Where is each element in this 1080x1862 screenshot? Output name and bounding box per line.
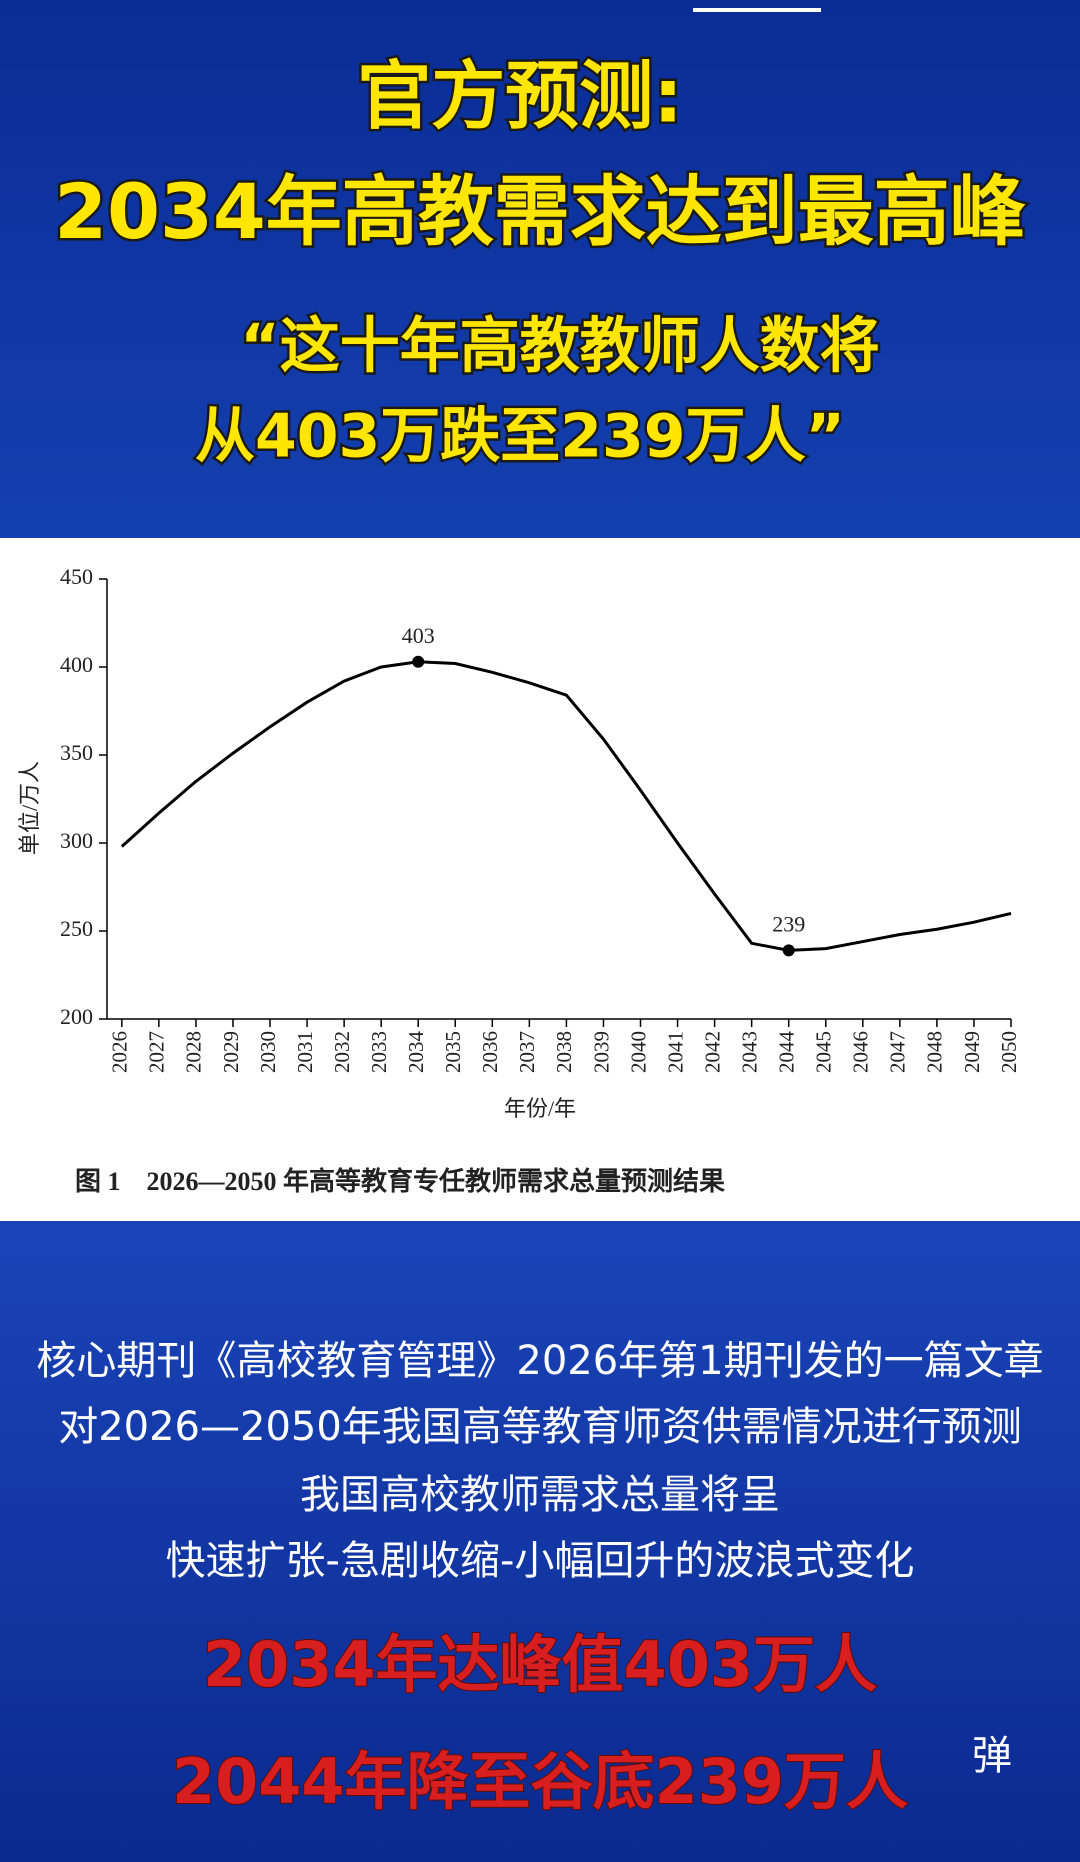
x-tick-label: 2041 [663, 1031, 687, 1073]
x-tick-label: 2033 [367, 1031, 391, 1073]
x-tick-label: 2044 [775, 1031, 799, 1074]
chart-panel [0, 538, 1080, 1221]
x-tick-label: 2037 [515, 1031, 539, 1073]
x-tick-label: 2034 [404, 1031, 428, 1074]
x-tick-label: 2026 [108, 1031, 132, 1073]
body-line: 对2026—2050年我国高等教育师资供需情况进行预测 [58, 1404, 1022, 1450]
x-tick-label: 2043 [737, 1031, 761, 1073]
bottom-banner [0, 1221, 1080, 1862]
headline: 2034年高教需求达到最高峰 [54, 167, 1026, 256]
y-tick-label: 350 [60, 740, 93, 765]
body-line: 快速扩张-急剧收缩-小幅回升的波浪式变化 [166, 1538, 915, 1584]
x-tick-label: 2049 [960, 1031, 984, 1073]
x-tick-label: 2038 [552, 1031, 576, 1073]
x-tick-label: 2047 [886, 1031, 910, 1073]
headline: 官方预测: [357, 54, 683, 140]
x-tick-label: 2028 [182, 1031, 206, 1073]
x-tick-label: 2031 [293, 1031, 317, 1073]
danmaku-button[interactable]: 弹 [972, 1733, 1012, 1779]
x-tick-label: 2048 [923, 1031, 947, 1073]
x-tick-label: 2029 [219, 1031, 243, 1073]
point-marker [782, 944, 795, 957]
x-axis-label: 年份/年 [504, 1096, 576, 1121]
x-tick-label: 2050 [997, 1031, 1021, 1073]
y-tick-label: 450 [60, 564, 93, 589]
body-line: 核心期刊《高校教育管理》2026年第1期刊发的一篇文章 [36, 1338, 1043, 1384]
y-tick-label: 250 [60, 916, 93, 941]
data-line [120, 660, 1012, 952]
top-banner [0, 0, 1080, 538]
x-tick-label: 2040 [626, 1031, 650, 1073]
highlight: 2044年降至谷底239万人 [172, 1745, 908, 1818]
x-tick-label: 2045 [812, 1031, 836, 1073]
subheadline: 从403万跌至239万人” [195, 402, 845, 472]
y-axis-label: 单位/万人 [17, 761, 42, 855]
body-line: 我国高校教师需求总量将呈 [300, 1472, 780, 1518]
x-tick-label: 2046 [849, 1031, 873, 1073]
x-tick-label: 2042 [700, 1031, 724, 1073]
subheadline: “这十年高教教师人数将 [240, 312, 879, 382]
point-marker [412, 655, 425, 668]
top-indicator [693, 8, 821, 12]
x-tick-label: 2032 [330, 1031, 354, 1073]
x-tick-label: 2036 [478, 1031, 502, 1073]
y-tick-label: 400 [60, 652, 93, 677]
x-tick-label: 2027 [145, 1031, 169, 1073]
y-tick-label: 200 [60, 1004, 93, 1029]
x-tick-label: 2039 [589, 1031, 613, 1073]
chart: 单位/万人 年份/年 图 1 2026—2050 年高等教育专任教师需求总量预测… [17, 564, 1021, 1196]
highlight: 2034年达峰值403万人 [203, 1628, 877, 1701]
x-tick-label: 2035 [441, 1031, 465, 1073]
x-tick-label: 2030 [256, 1031, 280, 1073]
y-tick-label: 300 [60, 828, 93, 853]
data-label: 403 [402, 623, 435, 648]
chart-caption: 图 1 2026—2050 年高等教育专任教师需求总量预测结果 [75, 1166, 725, 1196]
data-label: 239 [772, 911, 805, 936]
